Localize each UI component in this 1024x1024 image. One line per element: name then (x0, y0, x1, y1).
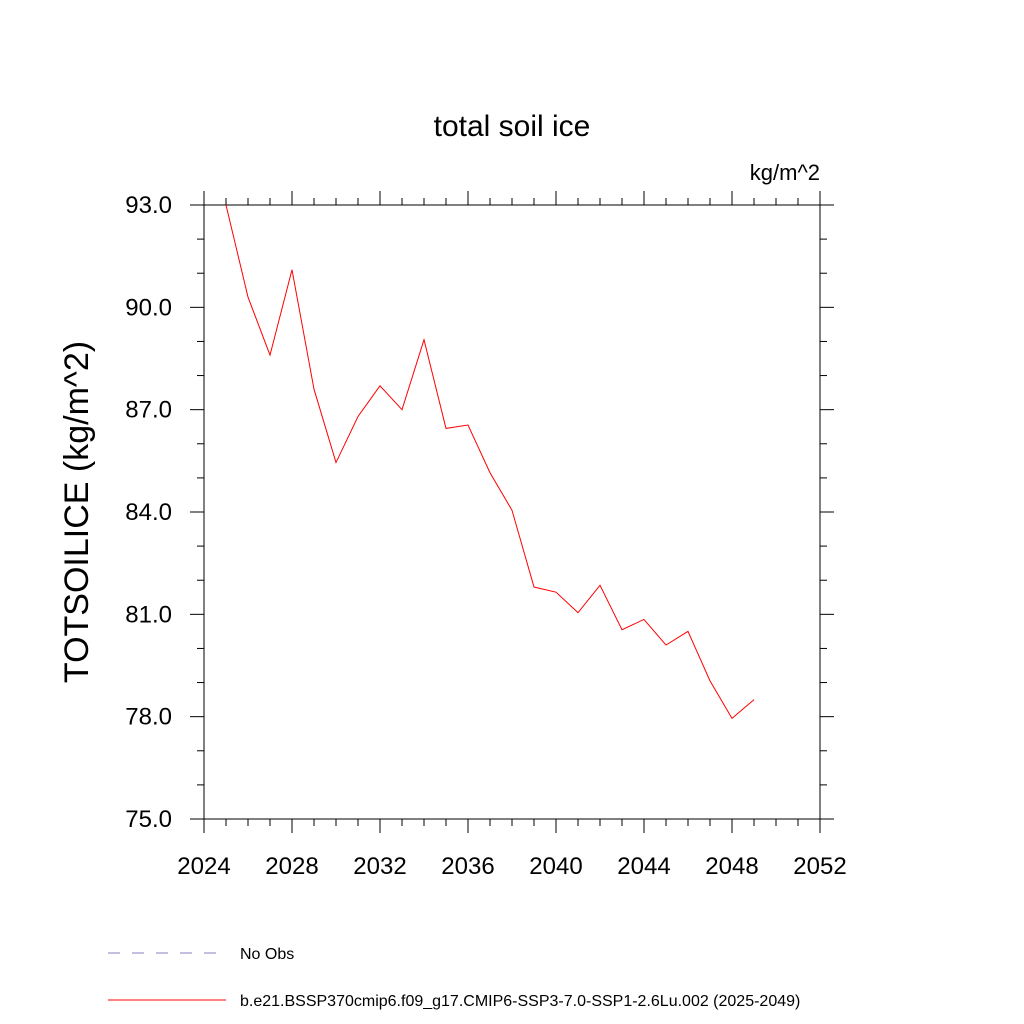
plot-area: 2024 2028 2032 2036 2040 2044 2048 2052 75.0 78.0… (125, 191, 847, 880)
series-line (225, 204, 755, 720)
y-tick-label: 84.0 (125, 499, 172, 526)
y-axis-label: TOTSOILICE (kg/m^2) (58, 341, 96, 683)
chart-title: total soil ice (434, 110, 591, 143)
units-label: kg/m^2 (750, 160, 820, 185)
y-tick-label: 93.0 (125, 192, 172, 219)
legend: No Obs b.e21.BSSP370cmip6.f09_g17.CMIP6-S… (108, 946, 800, 1010)
x-tick-label: 2024 (177, 853, 230, 880)
x-tick-label: 2028 (265, 853, 318, 880)
x-tick-label: 2040 (529, 853, 582, 880)
legend-label: No Obs (240, 946, 294, 963)
x-tick-label: 2044 (617, 853, 670, 880)
x-tick-label: 2036 (441, 853, 494, 880)
y-tick-label: 78.0 (125, 704, 172, 731)
y-tick-label: 81.0 (125, 601, 172, 628)
x-tick-label: 2048 (705, 853, 758, 880)
y-tick-label: 90.0 (125, 294, 172, 321)
legend-label: b.e21.BSSP370cmip6.f09_g17.CMIP6-SSP3-7.… (240, 993, 800, 1010)
x-tick-label: 2052 (793, 853, 846, 880)
y-tick-label: 75.0 (125, 806, 172, 833)
y-tick-label: 87.0 (125, 397, 172, 424)
x-tick-label: 2032 (353, 853, 406, 880)
